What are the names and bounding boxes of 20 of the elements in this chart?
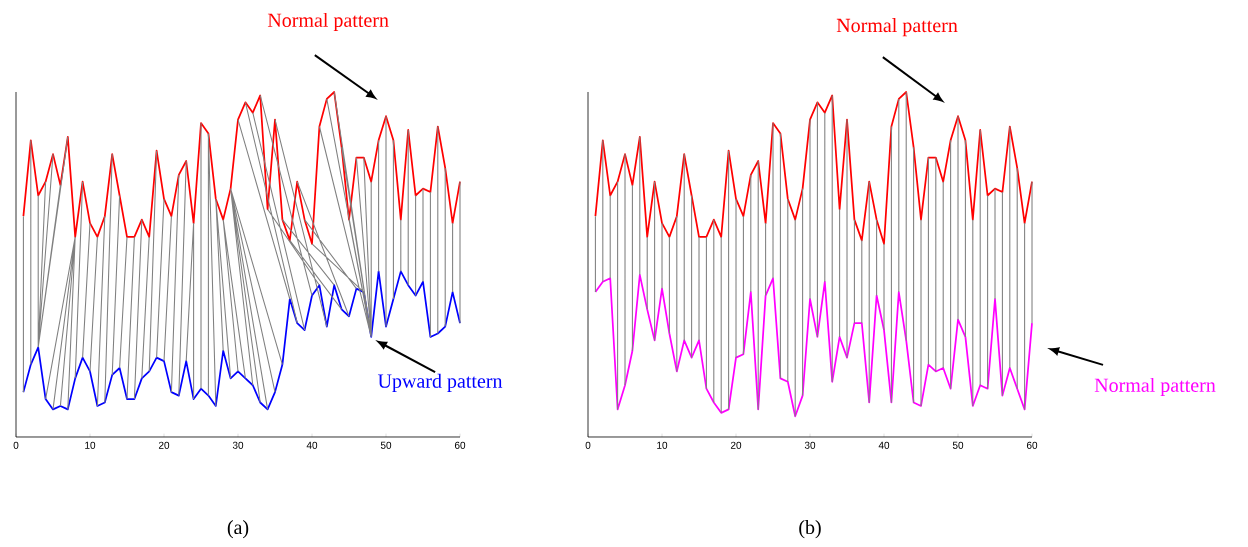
x-tick-label: 60	[454, 441, 466, 449]
text: (a)	[227, 520, 249, 539]
x-tick-label: 20	[730, 441, 742, 449]
x-tick-label: 0	[13, 441, 19, 449]
x-tick-label: 50	[380, 441, 392, 449]
text: Normal pattern	[1094, 377, 1216, 397]
x-tick-label: 10	[85, 441, 96, 449]
series-label: Upward pattern	[377, 373, 503, 392]
text: Normal pattern	[836, 18, 958, 37]
text: (b)	[799, 520, 821, 539]
x-tick-label: 30	[232, 441, 244, 449]
x-tick-label: 60	[1026, 441, 1038, 449]
x-tick-label: 30	[804, 441, 816, 449]
x-tick-label: 10	[657, 441, 668, 449]
x-tick-label: 20	[158, 441, 170, 449]
x-tick-label: 0	[585, 441, 591, 449]
x-tick-label: 50	[952, 441, 964, 449]
x-tick-label: 40	[878, 441, 890, 449]
text: Normal pattern	[267, 12, 389, 32]
x-tick-label: 40	[306, 441, 318, 449]
